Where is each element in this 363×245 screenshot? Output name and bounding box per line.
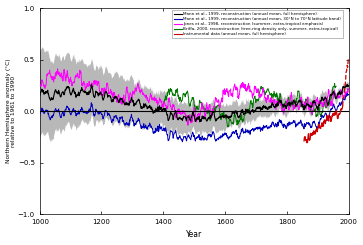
Y-axis label: Northern Hemisphere anomaly (°C)
relative to 1961 to 1990: Northern Hemisphere anomaly (°C) relativ… — [5, 59, 16, 163]
X-axis label: Year: Year — [186, 231, 202, 239]
Legend: Mann et al., 1999, reconstruction (annual mean, full hemisphere), Mann et al., 1: Mann et al., 1999, reconstruction (annua… — [172, 10, 343, 38]
